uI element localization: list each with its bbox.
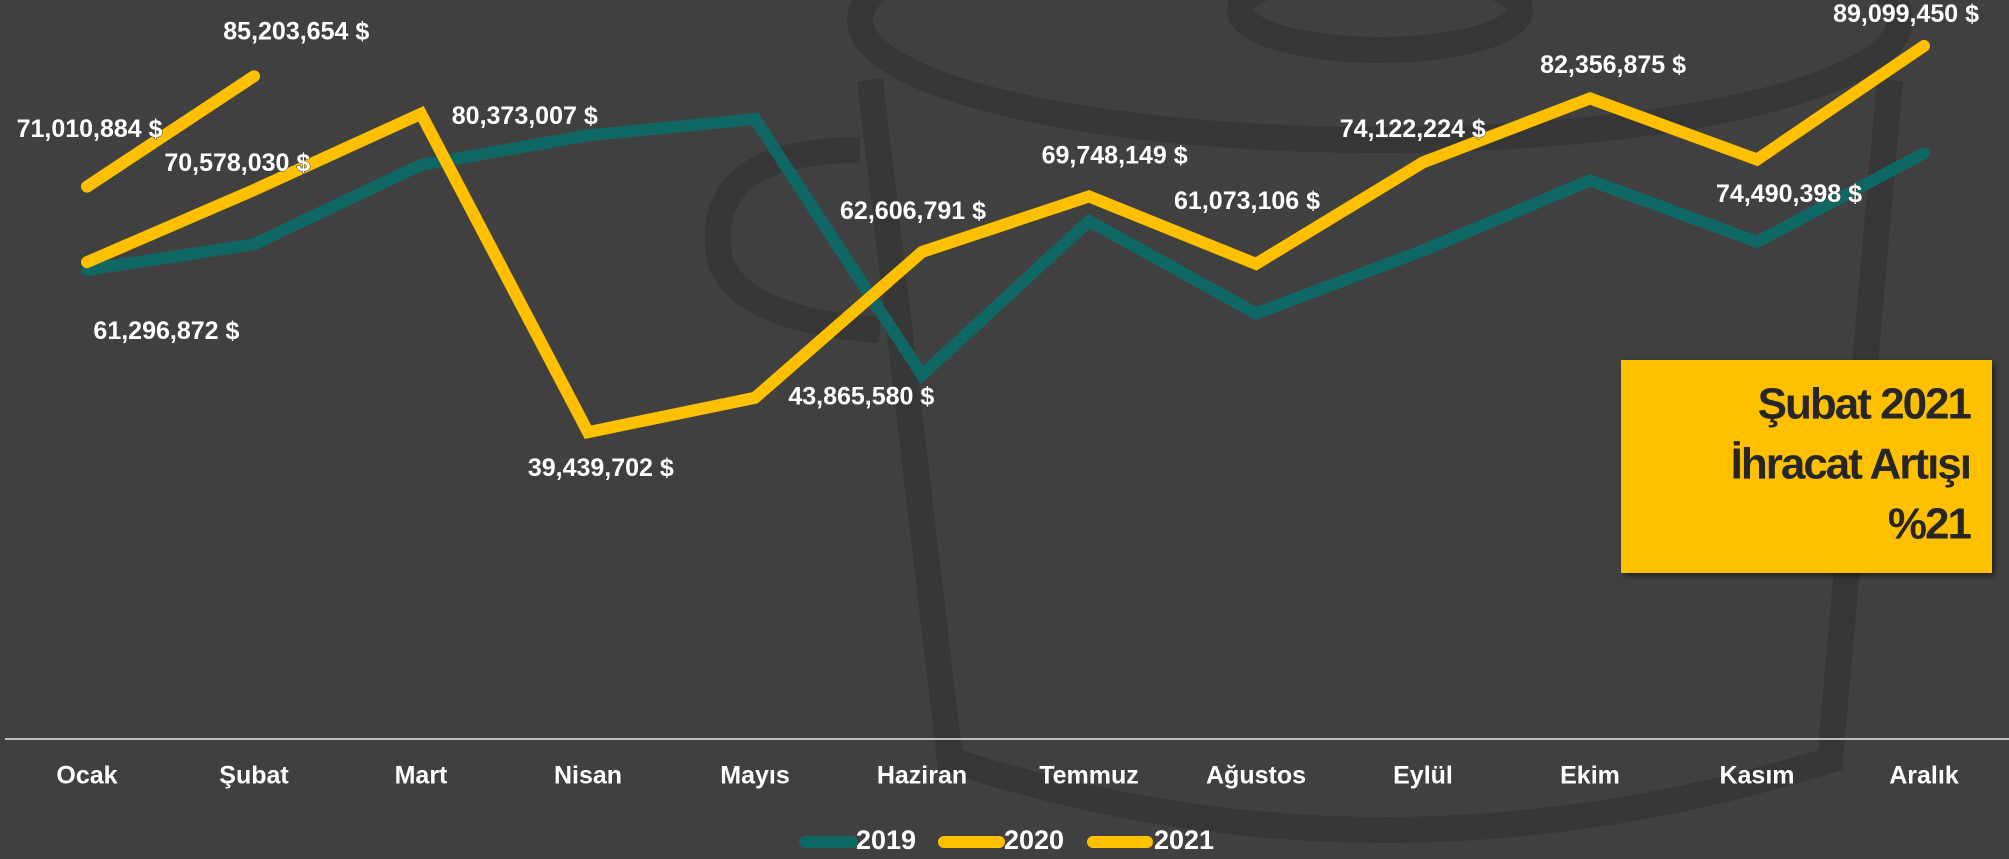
annotation-box (1621, 360, 1992, 573)
data-label: 74,490,398 $ (1716, 180, 1862, 208)
data-label: 61,073,106 $ (1174, 187, 1320, 215)
pot-knob (1227, 0, 1533, 63)
data-label: 62,606,791 $ (840, 197, 986, 225)
annotation-text: İhracat Artışı (1731, 440, 1970, 489)
series-line (81, 112, 1930, 385)
x-tick-label: Ekim (1560, 762, 1620, 790)
data-label: 69,748,149 $ (1042, 141, 1188, 169)
legend-label: 2019 (856, 825, 916, 855)
data-label: 82,356,875 $ (1540, 51, 1686, 79)
data-label: 80,373,007 $ (452, 102, 598, 130)
series-line (81, 70, 260, 193)
plot (81, 39, 1930, 439)
data-label: 61,296,872 $ (93, 317, 239, 345)
x-tick-label: Temmuz (1039, 762, 1139, 790)
pot-body (857, 78, 1903, 843)
x-tick-label: Şubat (219, 762, 289, 790)
pot-rim (847, 0, 1913, 153)
x-tick-label: Nisan (554, 762, 622, 790)
x-tick-label: Kasım (1719, 762, 1794, 790)
data-label: 43,865,580 $ (788, 382, 934, 410)
data-label: 85,203,654 $ (223, 17, 369, 45)
data-label: 89,099,450 $ (1833, 0, 1979, 28)
annotation-text: Şubat 2021 (1758, 380, 1972, 429)
data-label: 39,439,702 $ (528, 454, 674, 482)
series-line (81, 39, 1930, 439)
annotation-text: %21 (1888, 500, 1972, 549)
data-label: 70,578,030 $ (164, 149, 310, 177)
legend-label: 2021 (1154, 825, 1214, 855)
data-label: 74,122,224 $ (1340, 115, 1486, 143)
legend-label: 2020 (1004, 825, 1064, 855)
x-tick-label: Mart (395, 762, 448, 790)
x-tick-label: Eylül (1393, 762, 1453, 790)
x-tick-label: Aralık (1889, 762, 1959, 790)
x-tick-label: Ağustos (1206, 762, 1306, 790)
x-tick-label: Haziran (877, 762, 967, 790)
x-tick-label: Ocak (56, 762, 117, 790)
x-tick-label: Mayıs (720, 762, 789, 790)
data-label: 71,010,884 $ (17, 115, 163, 143)
